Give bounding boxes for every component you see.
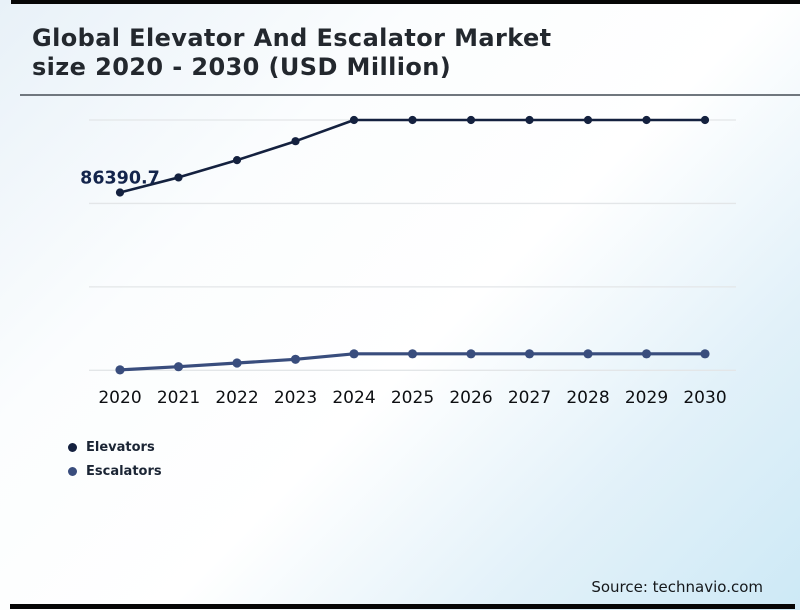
page-title: Global Elevator And Escalator Market size… xyxy=(32,24,552,82)
x-axis-label-2027: 2027 xyxy=(507,388,552,408)
elevators-point-2021 xyxy=(174,173,183,182)
x-axis-label-2030: 2030 xyxy=(683,388,727,408)
escalators-point-2027 xyxy=(524,349,535,359)
legend-dot-elevators xyxy=(68,442,77,452)
legend-dot-escalators xyxy=(68,466,77,476)
elevators-point-2030 xyxy=(700,115,710,125)
data-label-elevators-2020: 86390.7 xyxy=(80,168,160,188)
escalators-point-2026 xyxy=(466,349,476,359)
x-axis-label-2025: 2025 xyxy=(390,388,435,408)
elevators-point-2026 xyxy=(466,115,476,125)
x-axis-label-2021: 2021 xyxy=(156,388,201,408)
elevators-line xyxy=(119,118,705,194)
escalators-point-2023 xyxy=(290,354,301,364)
escalators-point-2022 xyxy=(232,358,242,368)
legend-item-escalators: Escalators xyxy=(68,459,162,483)
page-title-line2: size 2020 - 2030 (USD Million) xyxy=(32,53,452,81)
elevators-point-2020 xyxy=(115,188,125,197)
chart-legend: Elevators Escalators xyxy=(68,435,162,483)
escalators-point-2029 xyxy=(641,349,652,359)
elevators-point-2022 xyxy=(232,156,242,165)
elevators-point-2025 xyxy=(408,115,417,125)
title-divider xyxy=(20,94,800,96)
source-attribution: Source: technavio.com xyxy=(591,578,763,596)
x-axis-label-2020: 2020 xyxy=(98,388,142,408)
elevators-point-2027 xyxy=(525,115,534,125)
legend-item-elevators: Elevators xyxy=(68,435,162,459)
legend-label-escalators: Escalators xyxy=(86,463,162,479)
frame-bar-top xyxy=(11,0,800,4)
legend-label-elevators: Elevators xyxy=(86,439,155,455)
escalators-point-2024 xyxy=(349,349,359,359)
x-axis-label-2023: 2023 xyxy=(273,388,318,408)
escalators-point-2020 xyxy=(115,365,125,375)
escalators-point-2021 xyxy=(173,362,184,372)
escalators-point-2025 xyxy=(407,349,418,359)
x-axis-label-2026: 2026 xyxy=(449,388,493,408)
page-title-line1: Global Elevator And Escalator Market xyxy=(32,24,552,52)
elevators-point-2029 xyxy=(642,115,651,125)
x-axis-label-2024: 2024 xyxy=(332,388,376,408)
escalators-point-2030 xyxy=(700,349,710,359)
frame-bar-bottom xyxy=(10,604,795,609)
elevators-point-2028 xyxy=(583,115,593,125)
elevators-point-2023 xyxy=(291,137,300,146)
x-axis-label-2022: 2022 xyxy=(215,388,259,408)
elevators-point-2024 xyxy=(349,115,359,125)
x-axis-label-2028: 2028 xyxy=(566,388,610,408)
x-axis-label-2029: 2029 xyxy=(624,388,669,408)
escalators-point-2028 xyxy=(583,349,593,359)
